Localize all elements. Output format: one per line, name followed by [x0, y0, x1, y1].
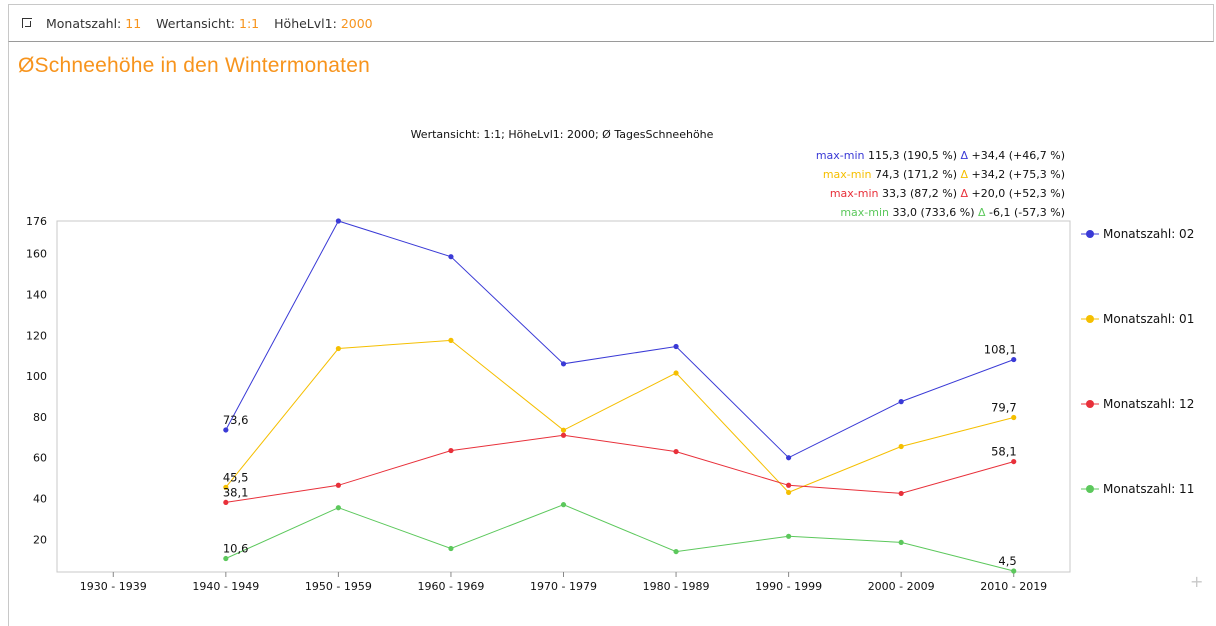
legend-label-4: Monatszahl: 11 [1103, 482, 1194, 496]
data-point-s4-6 [673, 548, 679, 555]
filter-bar: Monatszahl: 11 Wertansicht: 1:1 HöheLvl1… [8, 4, 1214, 42]
series-stats-3: max-min 33,3 (87,2 %) Δ +20,0 (+52,3 %) [830, 187, 1065, 200]
data-point-s1-2 [223, 427, 229, 433]
data-label-s4-2: 10,6 [223, 542, 249, 556]
legend-marker-3 [1086, 400, 1094, 408]
add-icon[interactable]: + [1190, 572, 1204, 591]
data-point-s3-5 [560, 432, 567, 438]
data-label-s1-9: 108,1 [984, 343, 1017, 357]
data-point-s3-6 [673, 448, 679, 455]
y-tick-label-40: 40 [33, 493, 47, 506]
filter-value-monatszahl[interactable]: 11 [125, 15, 142, 31]
data-point-s1-5 [560, 361, 567, 367]
series-stats-4: max-min 33,0 (733,6 %) Δ -6,1 (-57,3 %) [840, 206, 1065, 219]
filter-value-hoehelvl1[interactable]: 2000 [340, 15, 373, 31]
data-point-s4-3 [335, 505, 341, 511]
data-point-s4-4 [448, 545, 454, 552]
data-label-s1-2: 73,6 [223, 413, 249, 427]
data-label-s2-9: 79,7 [991, 401, 1017, 415]
x-tick-label-8: 2000 - 2009 [868, 580, 935, 593]
data-point-s2-3 [335, 345, 341, 352]
data-point-s2-8 [898, 443, 904, 450]
filter-label-monatszahl: Monatszahl: [46, 15, 122, 31]
data-label-s3-9: 58,1 [991, 445, 1017, 459]
data-point-s3-3 [335, 482, 341, 488]
legend-label-3: Monatszahl: 12 [1103, 397, 1194, 411]
data-point-s1-8 [898, 399, 904, 405]
data-point-s1-9 [1011, 356, 1017, 363]
data-point-s3-7 [786, 482, 792, 488]
legend-label-2: Monatszahl: 01 [1103, 312, 1194, 326]
page-title: ØSchneehöhe in den Wintermonaten [18, 54, 370, 77]
y-tick-label-160: 160 [26, 248, 47, 261]
y-tick-label-20: 20 [33, 533, 47, 546]
legend-label-1: Monatszahl: 02 [1103, 227, 1194, 241]
y-tick-label-120: 120 [26, 329, 47, 342]
series-line-2 [225, 339, 1014, 493]
expand-icon[interactable] [22, 18, 32, 28]
filter-value-wertansicht[interactable]: 1:1 [239, 15, 260, 31]
data-point-s2-6 [673, 370, 679, 376]
data-point-s1-4 [448, 254, 454, 260]
series-line-4 [225, 504, 1014, 572]
series-stats-2: max-min 74,3 (171,2 %) Δ +34,2 (+75,3 %) [823, 168, 1065, 181]
data-point-s1-6 [673, 343, 679, 350]
x-tick-label-5: 1970 - 1979 [530, 580, 597, 593]
data-point-s1-3 [335, 218, 341, 224]
data-point-s4-9 [1011, 568, 1017, 574]
data-point-s2-5 [560, 427, 567, 433]
legend-marker-4 [1086, 485, 1094, 493]
series-stats-1: max-min 115,3 (190,5 %) Δ +34,4 (+46,7 %… [816, 149, 1065, 162]
x-tick-label-9: 2010 - 2019 [980, 580, 1047, 593]
x-tick-label-7: 1990 - 1999 [755, 580, 822, 593]
y-tick-label-100: 100 [26, 370, 47, 383]
y-tick-label-80: 80 [33, 411, 47, 424]
data-point-s3-4 [448, 447, 454, 454]
series-line-3 [225, 434, 1014, 503]
legend-marker-1 [1086, 230, 1094, 238]
y-tick-label-176: 176 [26, 215, 47, 228]
plot-area-frame [56, 220, 1071, 573]
x-tick-label-2: 1940 - 1949 [192, 580, 259, 593]
y-tick-label-140: 140 [26, 288, 47, 301]
legend-marker-2 [1086, 315, 1094, 323]
x-tick-label-1: 1930 - 1939 [80, 580, 147, 593]
data-point-s4-7 [786, 533, 792, 539]
series-line-1 [225, 220, 1014, 459]
data-point-s3-9 [1011, 458, 1017, 465]
data-point-s2-4 [448, 337, 454, 343]
data-label-s3-2: 38,1 [223, 485, 249, 499]
data-point-s4-8 [898, 539, 904, 546]
data-point-s2-9 [1011, 414, 1017, 421]
data-point-s1-7 [786, 455, 792, 461]
filter-label-hoehelvl1: HöheLvl1: [274, 15, 337, 31]
data-point-s3-2 [223, 499, 229, 506]
chart-title: Wertansicht: 1:1; HöheLvl1: 2000; Ø Tage… [411, 128, 714, 141]
x-tick-label-4: 1960 - 1969 [417, 580, 484, 593]
x-tick-label-6: 1980 - 1989 [643, 580, 710, 593]
x-tick-label-3: 1950 - 1959 [305, 580, 372, 593]
data-point-s4-5 [560, 502, 567, 508]
data-label-s2-2: 45,5 [223, 470, 249, 484]
data-point-s2-7 [786, 489, 792, 496]
y-tick-label-60: 60 [33, 452, 47, 465]
filter-label-wertansicht: Wertansicht: [156, 15, 236, 31]
data-point-s2-2 [223, 484, 229, 490]
data-point-s3-8 [898, 490, 904, 497]
data-label-s4-9: 4,5 [998, 554, 1016, 568]
data-point-s4-2 [223, 555, 229, 562]
panel-border [8, 42, 9, 626]
